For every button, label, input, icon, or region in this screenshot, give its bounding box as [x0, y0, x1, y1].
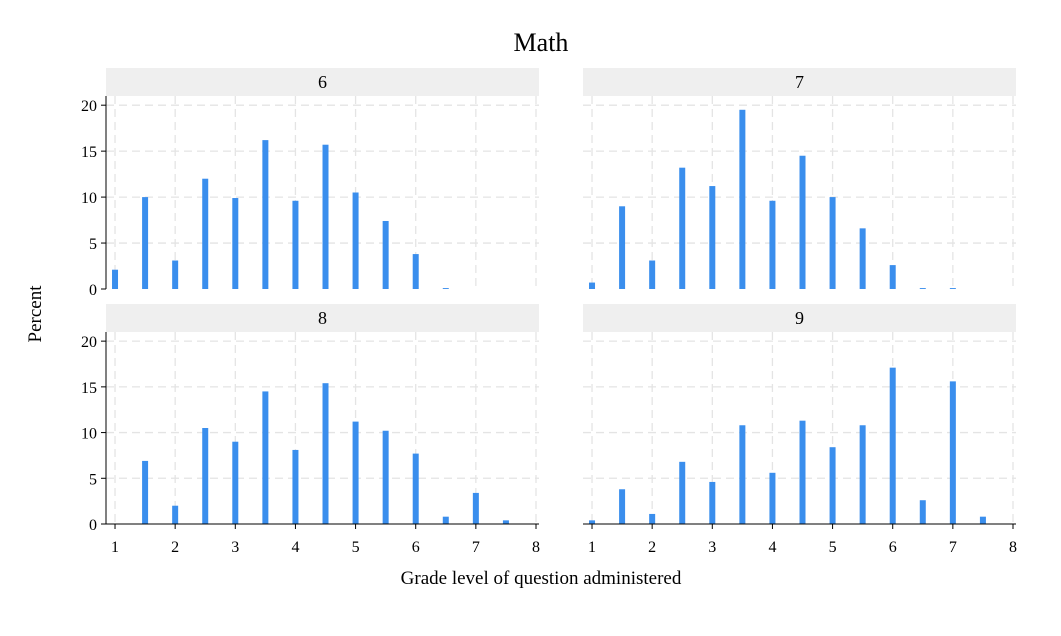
bar	[262, 140, 269, 289]
panel-header	[583, 68, 1016, 96]
bar	[649, 513, 656, 524]
bar	[202, 178, 209, 289]
panel-header-label: 6	[318, 72, 327, 92]
y-tick-label: 5	[89, 236, 97, 253]
bar	[172, 260, 179, 289]
bar	[502, 520, 509, 524]
bar	[412, 453, 419, 524]
y-tick-label: 0	[89, 517, 97, 534]
x-tick-label: 5	[352, 539, 360, 556]
panel-header-label: 8	[318, 308, 327, 328]
x-tick-label: 5	[829, 539, 837, 556]
panel-6: 6 0 5 10 15 20	[81, 68, 539, 299]
y-tick-label: 0	[89, 282, 97, 299]
bar	[232, 198, 239, 289]
bar	[322, 383, 329, 524]
bar	[739, 109, 746, 290]
bar	[382, 430, 389, 524]
x-tick-label: 4	[768, 539, 776, 556]
bar	[859, 228, 866, 289]
panel-header	[583, 304, 1016, 332]
panel-header	[106, 304, 539, 332]
bar	[859, 425, 866, 524]
bar	[292, 449, 299, 524]
bar	[172, 505, 179, 524]
x-tick-label: 4	[291, 539, 299, 556]
bar	[232, 441, 239, 524]
y-tick-label: 20	[81, 334, 97, 351]
bar	[619, 489, 626, 524]
x-tick-label: 3	[708, 539, 716, 556]
bar	[649, 260, 656, 289]
x-tick-label: 8	[532, 539, 540, 556]
bar	[919, 288, 926, 289]
bar	[589, 282, 596, 289]
bar	[619, 206, 626, 289]
bar	[889, 367, 896, 524]
bar	[412, 254, 419, 289]
bar	[352, 192, 359, 289]
y-tick-label: 15	[81, 144, 97, 161]
bar	[949, 381, 956, 524]
bar	[442, 516, 449, 524]
bar	[799, 155, 806, 289]
bar	[352, 421, 359, 524]
panel-header-label: 7	[795, 72, 804, 92]
x-tick-label: 8	[1009, 539, 1017, 556]
panel-header-label: 9	[795, 308, 804, 328]
bar	[979, 516, 986, 524]
bar	[829, 447, 836, 524]
bar	[142, 197, 149, 289]
panel-9: 9 1 2 3 4 5 6 7 8	[583, 304, 1017, 556]
panels-group: 6 0 5 10 15 20 7 8 0 5 10 15 20 1 2 3 4 5 6 7 8 9 1 2 3 4 5 6 7 8	[81, 68, 1017, 556]
bar	[442, 288, 449, 289]
y-axis-label: Percent	[25, 285, 46, 343]
bar	[679, 461, 686, 524]
bar	[709, 481, 716, 524]
bar	[322, 144, 329, 289]
bar	[769, 200, 776, 289]
y-tick-label: 20	[81, 98, 97, 115]
bar	[292, 200, 299, 289]
bar	[769, 472, 776, 524]
bar	[472, 492, 479, 524]
y-tick-label: 10	[81, 190, 97, 207]
panel-8: 8 0 5 10 15 20 1 2 3 4 5 6 7 8	[81, 304, 540, 556]
bar	[202, 428, 209, 524]
chart-title: Math	[514, 28, 569, 57]
bar	[382, 220, 389, 289]
x-tick-label: 1	[111, 539, 119, 556]
y-tick-label: 5	[89, 471, 97, 488]
x-tick-label: 1	[588, 539, 596, 556]
x-tick-label: 3	[231, 539, 239, 556]
bar	[112, 269, 119, 289]
panel-header	[106, 68, 539, 96]
panel-7: 7	[583, 68, 1016, 290]
x-tick-label: 2	[171, 539, 179, 556]
x-tick-label: 2	[648, 539, 656, 556]
bar	[799, 420, 806, 524]
x-tick-label: 7	[472, 539, 480, 556]
bar	[949, 288, 956, 289]
y-tick-label: 15	[81, 380, 97, 397]
bar	[709, 186, 716, 289]
bar	[889, 265, 896, 289]
x-axis-label: Grade level of question administered	[401, 568, 682, 589]
bar	[739, 425, 746, 524]
bar	[262, 391, 269, 524]
y-tick-label: 10	[81, 426, 97, 443]
x-tick-label: 6	[889, 539, 897, 556]
bar	[142, 460, 149, 524]
x-tick-label: 6	[412, 539, 420, 556]
bar	[829, 197, 836, 289]
x-tick-label: 7	[949, 539, 957, 556]
bar	[919, 500, 926, 524]
bar	[679, 167, 686, 289]
bar	[589, 520, 596, 524]
